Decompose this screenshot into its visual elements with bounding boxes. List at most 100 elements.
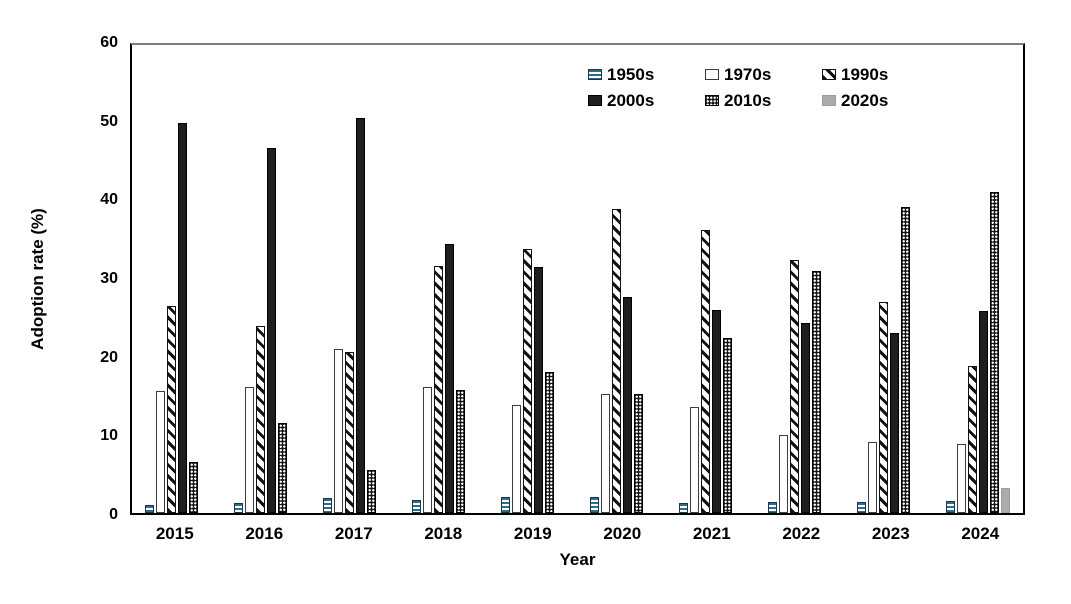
- legend-label: 2000s: [607, 91, 655, 110]
- bar-1950s-2021: [679, 502, 689, 513]
- bar-2010s-2023: [901, 207, 911, 513]
- bar-2010s-2022: [812, 271, 822, 513]
- legend-item-2000s: 2000s: [588, 92, 705, 109]
- bar-1970s-2022: [779, 435, 789, 513]
- bar-1970s-2015: [155, 390, 165, 513]
- bar-1970s-2021: [690, 406, 700, 513]
- x-label-2018: 2018: [424, 524, 463, 543]
- bar-2000s-2019: [533, 266, 543, 513]
- bar-1990s-2020: [612, 208, 622, 513]
- y-axis-title: Adoption rate (%): [28, 208, 47, 350]
- legend-label: 2010s: [724, 91, 772, 110]
- y-tick-label-50: 50: [100, 112, 118, 130]
- bar-1950s-2018: [411, 499, 421, 513]
- bar-group-2022: [756, 45, 845, 513]
- legend-swatch-horizontal-stripes-blue-icon: [588, 69, 602, 80]
- bar-group-2016: [221, 45, 310, 513]
- legend-swatch-solid-gray-icon: [822, 95, 836, 106]
- bar-1990s-2021: [701, 229, 711, 513]
- y-tick-label-0: 0: [109, 506, 118, 523]
- bar-1950s-2024: [946, 500, 956, 513]
- x-axis-title: Year: [559, 550, 596, 569]
- y-tick-label-60: 60: [100, 34, 118, 51]
- bar-1990s-2016: [255, 325, 265, 513]
- bar-1950s-2016: [233, 502, 243, 513]
- y-tick-label-40: 40: [100, 191, 118, 209]
- legend-swatch-dot-grid-black-icon: [705, 95, 719, 106]
- bar-1970s-2018: [422, 387, 432, 513]
- legend-swatch-solid-black-icon: [588, 95, 602, 106]
- x-label-2021: 2021: [692, 524, 731, 543]
- bar-2000s-2020: [623, 296, 633, 513]
- bar-1990s-2024: [968, 366, 978, 513]
- bar-1970s-2020: [601, 393, 611, 513]
- legend-item-2020s: 2020s: [822, 92, 939, 109]
- bar-1950s-2023: [857, 502, 867, 513]
- bar-1970s-2023: [868, 442, 878, 513]
- bar-1970s-2017: [333, 349, 343, 513]
- legend-item-1970s: 1970s: [705, 66, 822, 83]
- legend-label: 1950s: [607, 65, 655, 84]
- bar-1990s-2018: [433, 265, 443, 513]
- x-label-2017: 2017: [334, 524, 373, 543]
- bar-1970s-2024: [957, 443, 967, 513]
- bar-1990s-2015: [166, 306, 176, 513]
- bar-2010s-2015: [188, 461, 198, 513]
- bar-2010s-2021: [723, 338, 733, 513]
- bar-1950s-2022: [768, 502, 778, 513]
- bar-1970s-2019: [511, 404, 521, 513]
- x-label-2019: 2019: [513, 524, 552, 543]
- bar-1990s-2023: [879, 302, 889, 513]
- bar-2000s-2015: [177, 123, 187, 513]
- y-tick-label-30: 30: [100, 270, 118, 287]
- legend-swatch-white-outline-icon: [705, 69, 719, 80]
- bar-2010s-2020: [634, 393, 644, 513]
- bar-1970s-2016: [244, 386, 254, 513]
- y-tick-label-10: 10: [100, 427, 118, 445]
- bar-2010s-2018: [455, 389, 465, 513]
- x-label-2015: 2015: [155, 524, 194, 543]
- bar-2000s-2018: [444, 243, 454, 513]
- chart-legend: 1950s 1970s 1990s 2000s 2010s 2020s: [588, 66, 939, 109]
- legend-item-1950s: 1950s: [588, 66, 705, 83]
- bar-group-2015: [132, 45, 221, 513]
- bar-group-2020: [577, 45, 666, 513]
- bar-1990s-2017: [344, 351, 354, 513]
- legend-label: 1970s: [724, 65, 772, 84]
- bar-2020s-2024: [1001, 488, 1011, 513]
- bar-group-2018: [399, 45, 488, 513]
- bar-1950s-2019: [500, 496, 510, 513]
- x-label-2016: 2016: [245, 524, 284, 543]
- bar-2010s-2016: [277, 422, 287, 513]
- bar-2000s-2021: [712, 310, 722, 513]
- bar-2000s-2023: [890, 332, 900, 513]
- bar-group-2024: [934, 45, 1023, 513]
- bar-2010s-2019: [544, 371, 554, 513]
- bar-1950s-2017: [322, 498, 332, 513]
- plot-area: [130, 43, 1025, 515]
- bar-group-2023: [845, 45, 934, 513]
- legend-item-2010s: 2010s: [705, 92, 822, 109]
- legend-label: 2020s: [841, 91, 889, 110]
- bar-group-2017: [310, 45, 399, 513]
- x-label-2023: 2023: [871, 524, 910, 543]
- x-label-2020: 2020: [603, 524, 642, 543]
- x-label-2022: 2022: [782, 524, 821, 543]
- bar-2000s-2017: [355, 117, 365, 513]
- x-label-2024: 2024: [961, 524, 1000, 543]
- legend-label: 1990s: [841, 65, 889, 84]
- bar-2010s-2024: [990, 191, 1000, 513]
- bar-2000s-2022: [801, 322, 811, 513]
- bar-1950s-2015: [144, 505, 154, 513]
- bar-1990s-2019: [522, 249, 532, 513]
- bar-group-2019: [488, 45, 577, 513]
- bar-2010s-2017: [366, 470, 376, 513]
- y-tick-label-20: 20: [100, 348, 118, 366]
- bar-1950s-2020: [590, 497, 600, 513]
- bar-2000s-2016: [266, 147, 276, 513]
- legend-item-1990s: 1990s: [822, 66, 939, 83]
- bar-2000s-2024: [979, 310, 989, 513]
- bar-group-2021: [667, 45, 756, 513]
- bar-1990s-2022: [790, 259, 800, 513]
